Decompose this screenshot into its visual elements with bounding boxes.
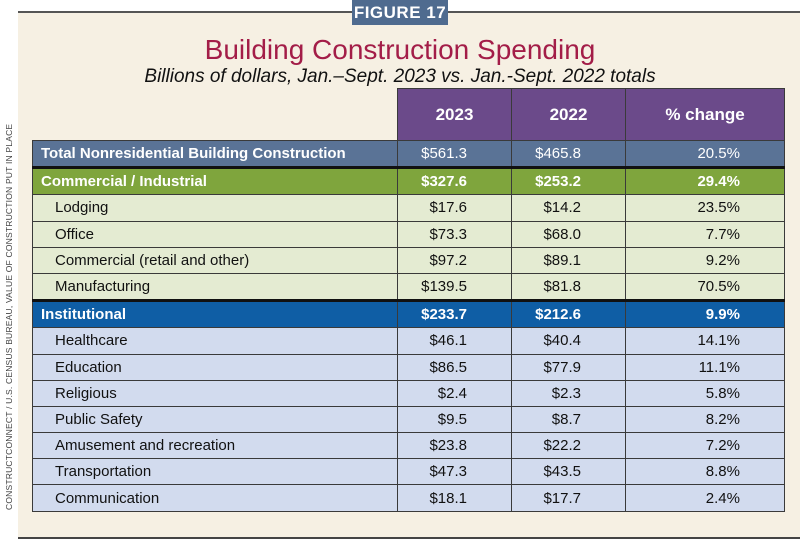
value-2023: $23.8: [397, 432, 512, 460]
row-label: Lodging: [32, 194, 398, 222]
pct-change: 8.2%: [625, 405, 785, 434]
value-2022: $22.2: [511, 432, 626, 460]
value-2022: $77.9: [511, 353, 626, 381]
table-row: Healthcare $46.1 $40.4 14.1%: [32, 327, 785, 355]
value-2022: $40.4: [511, 327, 626, 355]
value-2022: $81.8: [511, 272, 626, 302]
value-2022: $68.0: [511, 220, 626, 248]
value-2022: $14.2: [511, 194, 626, 222]
row-label: Education: [32, 353, 398, 381]
row-label: Total Nonresidential Building Constructi…: [32, 139, 398, 170]
value-2023: $97.2: [397, 246, 512, 274]
value-2023: $139.5: [397, 272, 512, 302]
table-row: Communication $18.1 $17.7 2.4%: [32, 484, 785, 512]
table-row: Commercial (retail and other) $97.2 $89.1 9…: [32, 246, 785, 274]
source-credit: CONSTRUCTCONNECT / U.S. CENSUS BUREAU, V…: [4, 123, 14, 510]
value-2023: $233.7: [397, 299, 512, 329]
pct-change: 20.5%: [625, 139, 785, 170]
row-label: Office: [32, 220, 398, 248]
table-row: Amusement and recreation $23.8 $22.2 7.2%: [32, 432, 785, 460]
value-2022: $17.7: [511, 484, 626, 512]
table-row: Religious $2.4 $2.3 5.8%: [32, 379, 785, 407]
pct-change: 11.1%: [625, 353, 785, 381]
table-row: Education $86.5 $77.9 11.1%: [32, 353, 785, 381]
header-2023: 2023: [397, 88, 512, 141]
row-label: Communication: [32, 484, 398, 512]
value-2023: $2.4: [397, 379, 512, 407]
pct-change: 29.4%: [625, 167, 785, 196]
value-2022: $2.3: [511, 379, 626, 407]
chart-subtitle: Billions of dollars, Jan.–Sept. 2023 vs.…: [144, 66, 656, 87]
row-label: Amusement and recreation: [32, 432, 398, 460]
pct-change: 8.8%: [625, 458, 785, 486]
value-2023: $561.3: [397, 139, 512, 170]
row-label: Manufacturing: [32, 272, 398, 302]
row-label: Public Safety: [32, 405, 398, 434]
value-2022: $253.2: [511, 167, 626, 196]
pct-change: 7.2%: [625, 432, 785, 460]
value-2022: $212.6: [511, 299, 626, 329]
pct-change: 70.5%: [625, 272, 785, 302]
table-row: Public Safety $9.5 $8.7 8.2%: [32, 405, 785, 434]
value-2023: $47.3: [397, 458, 512, 486]
header-2022: 2022: [511, 88, 626, 141]
value-2023: $46.1: [397, 327, 512, 355]
bottom-rule: [18, 537, 800, 539]
table-row: Institutional $233.7 $212.6 9.9%: [32, 299, 785, 329]
value-2023: $327.6: [397, 167, 512, 196]
pct-change: 14.1%: [625, 327, 785, 355]
pct-change: 7.7%: [625, 220, 785, 248]
pct-change: 9.9%: [625, 299, 785, 329]
value-2023: $9.5: [397, 405, 512, 434]
header-pct-change: % change: [625, 88, 785, 141]
value-2023: $18.1: [397, 484, 512, 512]
table-row: Manufacturing $139.5 $81.8 70.5%: [32, 272, 785, 302]
table-row: Transportation $47.3 $43.5 8.8%: [32, 458, 785, 486]
pct-change: 2.4%: [625, 484, 785, 512]
pct-change: 23.5%: [625, 194, 785, 222]
pct-change: 9.2%: [625, 246, 785, 274]
value-2022: $43.5: [511, 458, 626, 486]
row-label: Healthcare: [32, 327, 398, 355]
value-2023: $86.5: [397, 353, 512, 381]
pct-change: 5.8%: [625, 379, 785, 407]
value-2023: $73.3: [397, 220, 512, 248]
value-2023: $17.6: [397, 194, 512, 222]
header-blank: [33, 89, 398, 141]
row-label: Commercial / Industrial: [32, 167, 398, 196]
row-label: Commercial (retail and other): [32, 246, 398, 274]
table-row: Commercial / Industrial $327.6 $253.2 29.4%: [32, 167, 785, 196]
spending-table: 2023 2022 % change Total Nonresidential …: [32, 88, 785, 512]
header-row: 2023 2022 % change: [33, 88, 785, 141]
value-2022: $465.8: [511, 139, 626, 170]
value-2022: $89.1: [511, 246, 626, 274]
chart-title: Building Construction Spending: [204, 34, 596, 65]
table-row: Total Nonresidential Building Constructi…: [32, 139, 785, 170]
figure-badge: FIGURE 17: [352, 0, 448, 25]
table-row: Lodging $17.6 $14.2 23.5%: [32, 194, 785, 222]
row-label: Institutional: [32, 299, 398, 329]
row-label: Transportation: [32, 458, 398, 486]
value-2022: $8.7: [511, 405, 626, 434]
row-label: Religious: [32, 379, 398, 407]
table-row: Office $73.3 $68.0 7.7%: [32, 220, 785, 248]
